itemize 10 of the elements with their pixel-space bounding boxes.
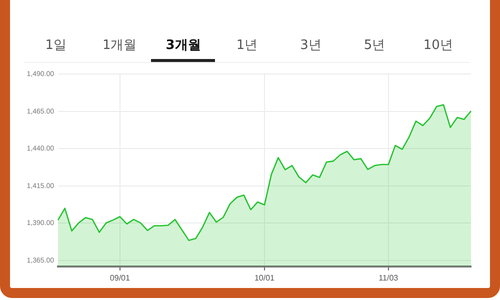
text: 1일 [44,37,68,55]
text: 3년 [299,37,322,55]
x-tick-label: 10/01 [254,273,276,282]
text: 1개월 [101,37,138,55]
text: 3개월 [151,32,216,62]
x-tick-label: 11/03 [378,273,399,282]
text: 5년 [362,37,386,55]
text: 10년 [422,37,454,55]
text: 1년 [235,37,259,55]
x-tick-label: 09/01 [110,273,131,282]
